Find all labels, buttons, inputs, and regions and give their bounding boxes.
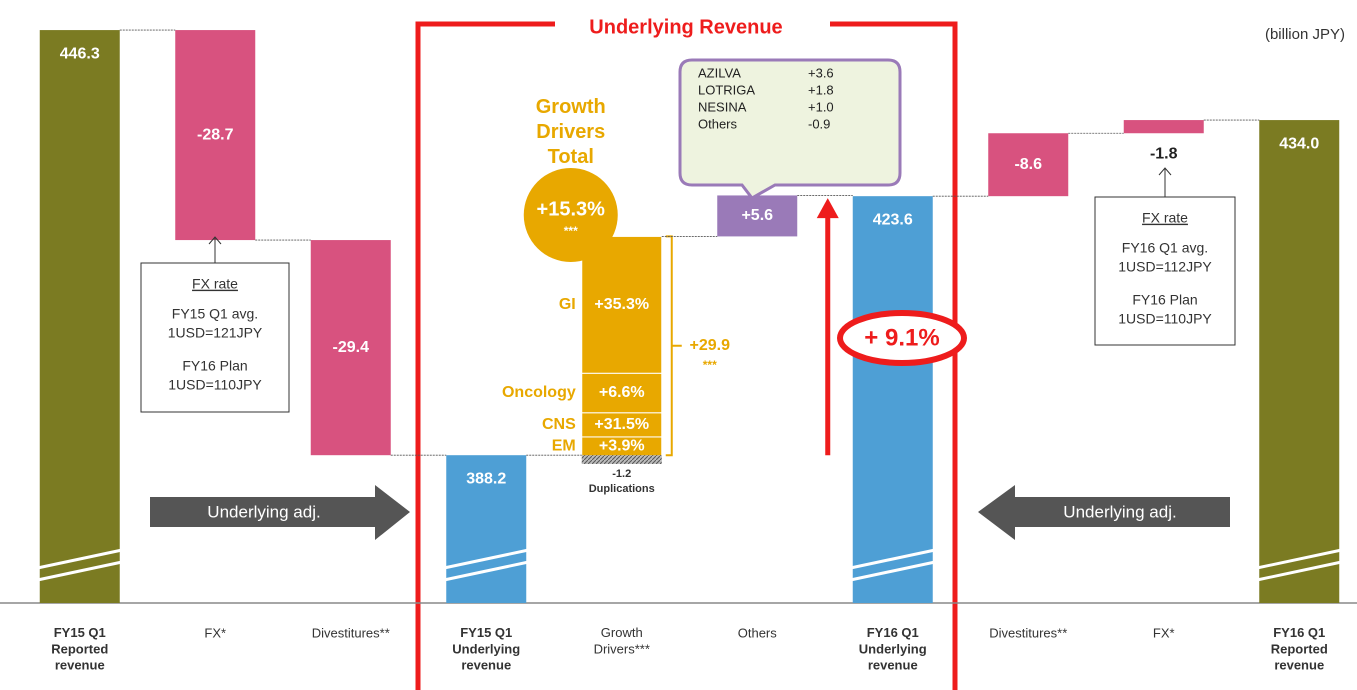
fx-box [1094,196,1236,346]
callout-value: +1.8 [808,82,834,97]
fx-heading: FX rate [192,276,238,292]
x-tick-label: FX* [1153,625,1175,640]
fx-box [140,262,290,413]
value-label: -1.8 [1150,145,1178,162]
bar [1123,120,1204,134]
bar [1259,120,1340,603]
callout-value: +1.0 [808,99,834,114]
value-label: 388.2 [466,470,506,487]
axis-break [845,547,941,571]
segment-name: CNS [542,416,576,433]
value-label: 434.0 [1279,135,1319,152]
growth-rate: +15.3% [537,198,606,220]
segment-name: GI [559,296,576,313]
callout-name: Others [698,116,738,131]
growth-arrow-head [816,198,839,219]
value-label: 423.6 [873,211,913,228]
x-tick-label: FY15 Q1 Reported revenue [51,625,108,673]
stack-segment [581,372,663,414]
segment-name: Oncology [502,384,576,401]
value-label: -28.7 [197,126,234,143]
fx-arrow [1158,167,1172,197]
bar [175,30,256,241]
highlight-frame [415,21,958,690]
callout-value: +3.6 [808,65,834,80]
x-tick-label: Divestitures** [312,625,390,640]
underlying-growth: + 9.1% [864,324,939,351]
segment-growth: +31.5% [594,416,649,433]
fx-line: FY16 Q1 avg. [1122,240,1208,256]
bar [988,133,1069,197]
bar [852,196,933,604]
value-label: 446.3 [60,45,100,62]
segment-name: EM [552,438,576,455]
fx-line: FY16 Plan [1132,292,1197,308]
fx-arrow [208,236,222,263]
segment-growth: +35.3% [594,296,649,313]
bar [717,195,798,237]
value-label: -8.6 [1014,156,1042,173]
duplications-label: Duplications [589,483,655,495]
adj-arrow [978,485,1230,540]
callout-name: AZILVA [698,65,741,80]
duplications [581,455,662,464]
fx-line: 1USD=110JPY [1118,311,1212,327]
growth-circle [523,168,618,262]
axis-break [438,559,534,583]
duplications-value: -1.2 [612,468,631,480]
x-tick-label: FX* [204,625,226,640]
chart-title: Underlying Revenue [589,16,782,38]
fx-heading: FX rate [1142,210,1188,226]
axis-break [845,559,941,583]
axis-break [1251,559,1347,583]
bar [310,240,391,456]
growth-ellipse [837,310,967,366]
segment-growth: +3.9% [599,438,645,455]
segment-growth: +6.6% [599,384,645,401]
axis-break [32,547,128,571]
bar [39,30,120,603]
adj-arrow [150,485,410,540]
callout [678,58,902,200]
fx-line: 1USD=112JPY [1118,259,1212,275]
x-tick-label: Others [738,625,778,640]
axis-break [32,559,128,583]
x-tick-label: Growth Drivers*** [594,625,650,656]
bracket-note: *** [703,358,717,372]
x-tick-label: FY15 Q1 Underlying revenue [452,625,520,673]
axis-break [438,547,534,571]
growth-rate-note: *** [564,224,578,238]
x-tick-label: Divestitures** [989,625,1067,640]
x-tick-label: FY16 Q1 Reported revenue [1271,625,1328,673]
callout-name: NESINA [698,99,747,114]
fx-line: FY15 Q1 avg. [172,306,258,322]
unit-label: (billion JPY) [1265,26,1345,43]
value-label: +5.6 [741,207,773,224]
fx-line: FY16 Plan [182,358,247,374]
adj-label: Underlying adj. [207,502,320,521]
growth-title: Growth Drivers Total [536,96,606,168]
fx-line: 1USD=121JPY [168,325,263,341]
adj-label: Underlying adj. [1063,502,1176,521]
stack-segment [581,235,663,374]
callout-value: -0.9 [808,116,830,131]
x-tick-label: FY16 Q1 Underlying revenue [859,625,927,673]
bracket-label: +29.9 [690,337,731,354]
bar [446,455,527,603]
value-label: -29.4 [333,339,370,356]
fx-line: 1USD=110JPY [168,377,262,393]
bracket [665,235,682,457]
callout-name: LOTRIGA [698,82,755,97]
axis-break [1251,547,1347,571]
